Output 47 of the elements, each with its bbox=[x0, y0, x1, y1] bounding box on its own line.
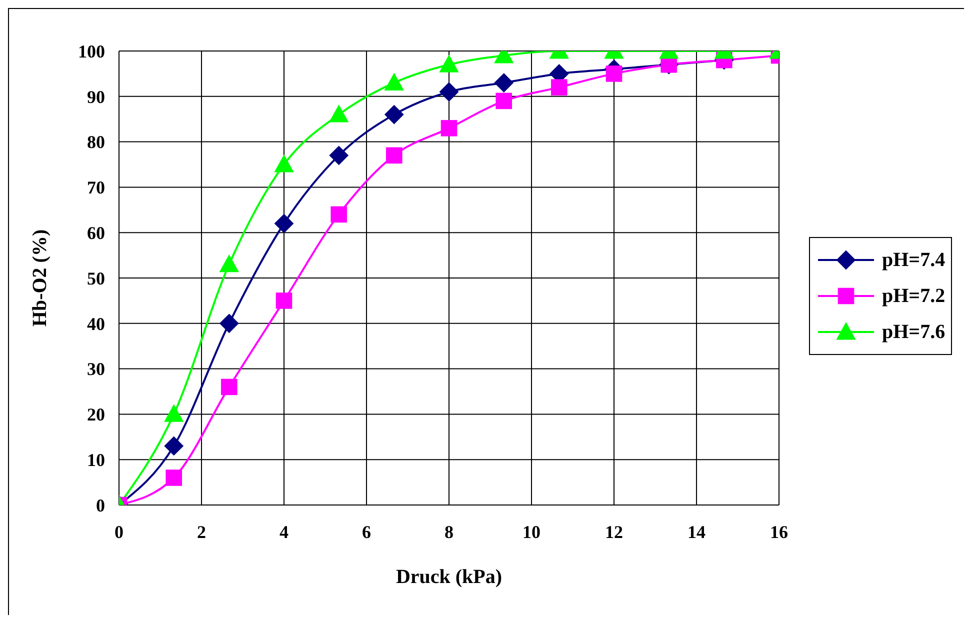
point bbox=[164, 404, 184, 422]
legend-label: pH=7.4 bbox=[882, 248, 946, 272]
legend-label: pH=7.2 bbox=[882, 284, 946, 308]
y-tick-label: 60 bbox=[87, 222, 105, 243]
point bbox=[496, 92, 512, 110]
x-tick-label: 6 bbox=[362, 522, 371, 542]
point bbox=[384, 105, 404, 124]
point bbox=[274, 155, 294, 172]
point bbox=[164, 436, 184, 456]
y-tick-label: 20 bbox=[87, 404, 105, 425]
point bbox=[606, 66, 622, 82]
point bbox=[276, 292, 292, 309]
point bbox=[384, 73, 404, 90]
point bbox=[440, 82, 458, 102]
point bbox=[329, 105, 348, 122]
y-tick-label: 80 bbox=[87, 132, 105, 152]
x-tick-label: 10 bbox=[522, 522, 540, 542]
x-tick-label: 0 bbox=[114, 522, 124, 542]
point bbox=[220, 314, 239, 333]
y-tick-label: 100 bbox=[78, 41, 105, 62]
y-tick-label: 40 bbox=[87, 314, 105, 334]
x-tick-label: 14 bbox=[688, 522, 706, 542]
legend-label: pH=7.6 bbox=[882, 320, 946, 344]
point bbox=[440, 120, 458, 136]
point bbox=[550, 79, 568, 96]
y-tick-label: 30 bbox=[87, 359, 105, 380]
x-tick-label: 4 bbox=[280, 522, 288, 542]
y-axis-title: Hb-O2 (%) bbox=[29, 229, 52, 327]
point bbox=[330, 206, 348, 223]
y-tick-label: 50 bbox=[87, 268, 105, 288]
x-axis-title: Druck (kPa) bbox=[396, 566, 502, 588]
point bbox=[386, 147, 402, 164]
x-tick-label: 16 bbox=[770, 522, 788, 542]
y-tick-label: 0 bbox=[96, 495, 105, 516]
x-tick-label: 8 bbox=[444, 522, 454, 542]
point bbox=[440, 55, 458, 72]
point bbox=[220, 254, 239, 272]
x-tick-label: 12 bbox=[605, 522, 623, 542]
point bbox=[220, 378, 238, 396]
point bbox=[494, 73, 514, 92]
y-tick-label: 10 bbox=[87, 450, 105, 470]
y-tick-label: 70 bbox=[87, 178, 105, 198]
point bbox=[166, 470, 182, 486]
point bbox=[329, 146, 348, 165]
x-tick-label: 2 bbox=[197, 522, 206, 542]
point bbox=[274, 214, 294, 234]
y-tick-label: 90 bbox=[87, 86, 105, 107]
